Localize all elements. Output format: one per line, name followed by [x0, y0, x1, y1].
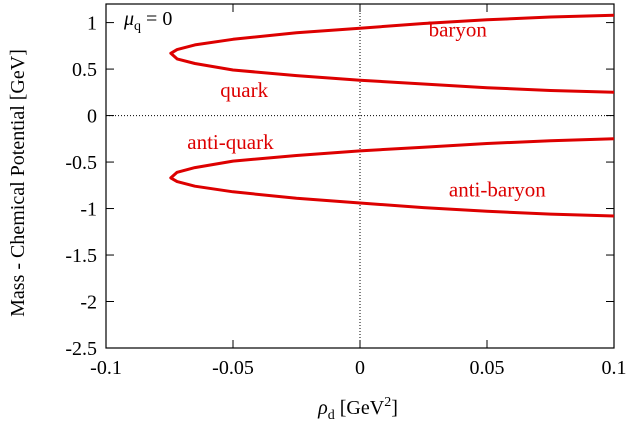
annotation-label: quark	[220, 78, 268, 102]
y-tick-label: 0.5	[72, 59, 97, 81]
panel-label-rest: = 0	[141, 8, 172, 30]
annotation-label: baryon	[429, 18, 488, 42]
y-tick-label: -1	[80, 199, 97, 221]
panel-label: μq = 0	[123, 8, 172, 34]
axes	[105, 3, 615, 349]
y-tick-label: -1.5	[65, 245, 97, 267]
panel-label-subscript: q	[134, 19, 141, 34]
x-axis-title-units: [GeV	[335, 397, 385, 419]
x-tick-label: 0	[355, 357, 365, 379]
x-tick-label: -0.1	[90, 357, 122, 379]
series	[169, 13, 615, 218]
y-axis-title: Mass - Chemical Potential [GeV]	[7, 49, 29, 317]
x-axis-title-superscript: 2	[384, 395, 391, 410]
series-line-1	[169, 13, 615, 94]
x-tick-label: 0.1	[602, 357, 627, 379]
x-tick-label: -0.05	[212, 357, 254, 379]
y-tick-label: 0	[87, 106, 97, 128]
x-axis-title-close: ]	[391, 397, 398, 419]
annotations: baryon quark anti-quark anti-baryon	[187, 18, 546, 202]
x-axis-title-subscript: d	[328, 408, 335, 423]
y-tick-label: -0.5	[65, 152, 97, 174]
y-tick-label: -2.5	[65, 338, 97, 360]
x-tick-label: 0.05	[470, 357, 505, 379]
x-axis-title: ρd [GeV2]	[317, 395, 398, 423]
series-line-2	[169, 137, 615, 218]
y-tick-label: 1	[87, 13, 97, 35]
ticks: -0.1 -0.05 0 0.05 0.1 1 0.5 0 -0.5 -1 -1.5 -2 -2.5	[65, 4, 627, 379]
y-tick-label: -2	[80, 292, 97, 314]
annotation-label: anti-quark	[187, 130, 274, 154]
annotation-label: anti-baryon	[449, 177, 546, 201]
